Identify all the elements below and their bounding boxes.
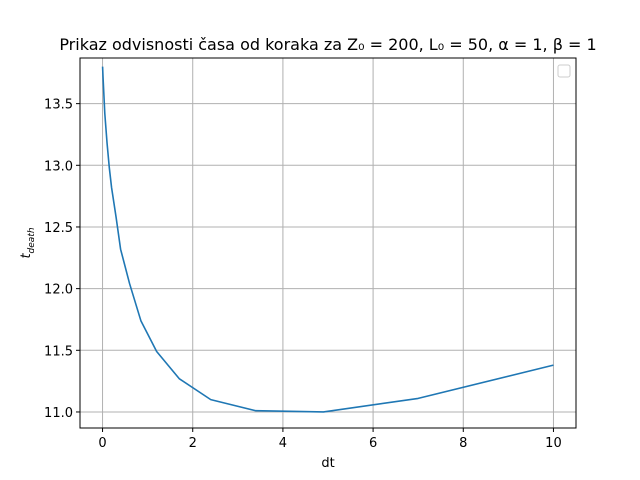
x-tick-label: 2 <box>189 436 197 451</box>
series-line <box>101 66 554 413</box>
ticks: 0 2 4 6 8 10 11.0 11.5 12.0 12.5 13.0 13.5 <box>44 98 562 451</box>
y-tick-label: 11.5 <box>44 344 73 359</box>
y-tick-label: 13.5 <box>44 98 73 113</box>
x-tick-label: 6 <box>369 436 377 451</box>
y-tick-label: 12.0 <box>44 283 73 298</box>
y-axis-title: tdeath <box>19 227 37 258</box>
legend-box <box>557 64 571 78</box>
x-tick-label: 0 <box>98 436 106 451</box>
x-axis-title: dt <box>321 456 334 471</box>
x-tick-label: 8 <box>459 436 467 451</box>
plot-frame <box>79 57 577 429</box>
line-layer <box>101 66 554 413</box>
y-tick-label: 12.5 <box>44 221 73 236</box>
x-tick-label: 10 <box>545 436 562 451</box>
grid <box>80 58 576 428</box>
x-tick-label: 4 <box>279 436 287 451</box>
chart-title: Prikaz odvisnosti časa od koraka za Z₀ =… <box>59 35 596 54</box>
y-tick-label: 11.0 <box>44 406 73 421</box>
y-tick-label: 13.0 <box>44 159 73 174</box>
